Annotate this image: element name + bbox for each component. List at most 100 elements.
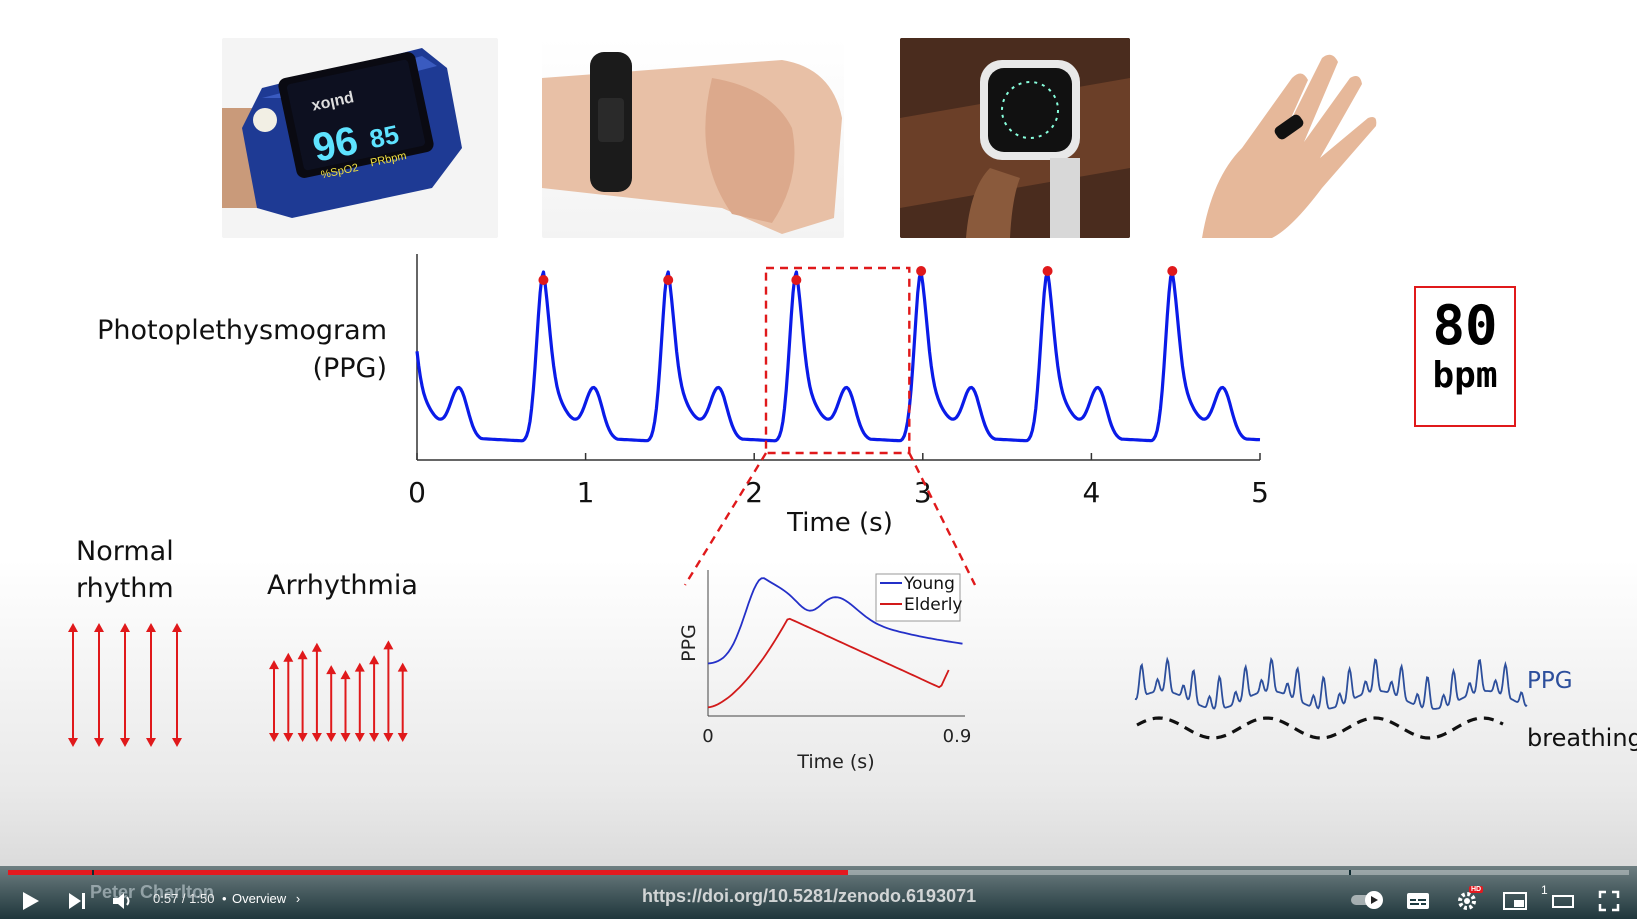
play-icon <box>23 892 39 910</box>
inset-legend <box>875 573 961 622</box>
x-tick-label: 5 <box>1251 476 1269 509</box>
x-tick-label: 0 <box>408 476 426 509</box>
chevron-right-icon: › <box>295 891 301 906</box>
arrow-head-down <box>383 733 394 742</box>
settings-icon <box>1458 892 1476 910</box>
fullscreen-icon <box>1598 890 1620 912</box>
breathing-line <box>1136 716 1504 740</box>
x-tick-label: 1 <box>577 476 595 509</box>
x-tick-label: 3 <box>914 476 932 509</box>
chapter-label: Overview <box>232 891 287 906</box>
elderly-pulse-line <box>707 617 950 709</box>
inset-x-axis-title: Time (s) <box>796 751 874 773</box>
ppg-axis-title: Photoplethysmogram (PPG) <box>95 312 387 388</box>
arrow-head-up <box>397 662 408 672</box>
arrow-head-down <box>269 733 279 742</box>
autoplay-toggle[interactable] <box>1350 889 1386 911</box>
progress-bar[interactable] <box>8 870 1629 875</box>
arrow-head-up <box>326 665 337 675</box>
doi-link[interactable]: https://doi.org/10.5281/zenodo.6193071 <box>642 886 977 906</box>
breathing-tag: breathing <box>1527 724 1637 752</box>
volume-icon <box>113 893 130 909</box>
time-display: 0:57 / 1:50 <box>153 891 215 906</box>
x-tick-label: 4 <box>1082 476 1100 509</box>
legend-label: Elderly <box>904 595 963 615</box>
arrhythmia-arrows <box>269 640 408 742</box>
normal-label-line1: Normal <box>76 536 174 567</box>
arrow-head-down <box>369 733 380 742</box>
ppg-label-line2: (PPG) <box>312 353 387 384</box>
arrow-head-down <box>94 738 104 747</box>
miniplayer-button[interactable] <box>1502 890 1528 912</box>
theater-icon <box>1552 895 1574 908</box>
normal-rhythm-label: Normal rhythm <box>76 533 206 607</box>
ppg-label-line1: Photoplethysmogram <box>97 315 387 346</box>
arrow-head-down <box>120 738 130 747</box>
inset-y-axis-title: PPG <box>678 624 700 662</box>
heart-rate-value: 80 <box>1432 294 1498 357</box>
peak-marker <box>1167 266 1178 276</box>
miniplayer-icon <box>1503 892 1527 910</box>
arrow-head-up <box>283 652 294 662</box>
heart-rate-unit: bpm <box>1432 355 1498 396</box>
arrow-head-down <box>283 733 294 742</box>
highlight-window <box>764 266 911 455</box>
x-axis-title: Time (s) <box>786 508 893 538</box>
smartwatch-photo <box>900 38 1130 238</box>
legend-label: Young <box>903 574 955 594</box>
arrow-head-down <box>146 738 156 747</box>
arrow-head-down <box>68 738 78 747</box>
peak-marker <box>791 275 802 285</box>
volume-button[interactable] <box>110 889 136 913</box>
play-button[interactable] <box>18 889 42 913</box>
next-icon <box>69 893 85 909</box>
peak-marker <box>538 275 549 285</box>
normal-rhythm-arrows <box>68 623 182 747</box>
fullscreen-button[interactable] <box>1597 889 1621 913</box>
progress-played <box>8 870 848 875</box>
wrist-band-photo <box>542 38 844 238</box>
arrow-head-up <box>269 660 279 670</box>
chapter-marker <box>92 870 94 875</box>
peak-marker <box>663 275 674 285</box>
speed-badge: 1 <box>1541 883 1548 897</box>
respiratory-ppg-line <box>1134 656 1528 710</box>
arrow-head-down <box>326 733 337 742</box>
arrow-head-up <box>68 623 78 632</box>
arrow-head-down <box>354 733 365 742</box>
arrow-head-up <box>94 623 104 632</box>
arrow-head-down <box>297 733 308 742</box>
arrhythmia-label: Arrhythmia <box>267 570 418 601</box>
zoom-connector-right <box>908 452 977 586</box>
captions-icon <box>1407 893 1429 909</box>
young-pulse-line <box>707 577 963 665</box>
chapter-title[interactable]: Overview › <box>232 891 300 906</box>
normal-label-line2: rhythm <box>76 573 174 604</box>
next-button[interactable] <box>65 889 89 913</box>
smart-ring-photo <box>1182 38 1382 238</box>
arrow-head-up <box>354 662 365 672</box>
arrow-head-up <box>120 623 130 632</box>
autoplay-toggle-icon <box>1351 891 1383 909</box>
oximeter-spo2: 96 <box>309 118 362 170</box>
peak-marker <box>1042 266 1053 276</box>
arrow-head-up <box>146 623 156 632</box>
inset-x-tick-label: 0 <box>702 726 713 747</box>
arrow-head-down <box>397 733 408 742</box>
arrow-head-down <box>311 733 322 742</box>
inset-x-tick-label: 0.9 <box>943 726 972 747</box>
arrow-head-up <box>297 650 308 660</box>
heart-rate-box: 80 bpm <box>1414 286 1516 427</box>
chapter-marker <box>1349 870 1351 875</box>
arrow-head-down <box>340 733 351 742</box>
settings-button[interactable]: HD <box>1455 886 1484 914</box>
pulse-oximeter-photo: pulox 96 85 %SpO2 PRbpm <box>222 38 498 238</box>
captions-button[interactable] <box>1406 890 1430 912</box>
theater-button[interactable] <box>1550 890 1576 912</box>
arrow-head-up <box>369 655 380 665</box>
peak-marker <box>916 266 927 276</box>
arrow-head-up <box>383 640 394 650</box>
arrow-head-up <box>311 642 322 652</box>
